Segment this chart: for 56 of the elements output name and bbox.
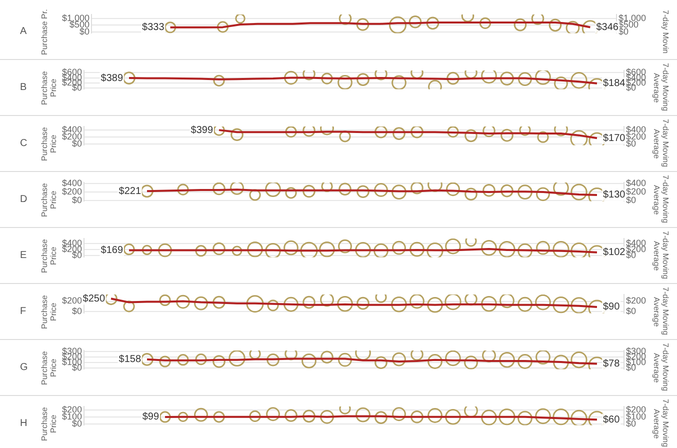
y2-tick-label: $0	[626, 194, 636, 204]
y-axis-title: Purchase Pr.	[40, 8, 50, 56]
y-axis-title: Purchase Price	[40, 350, 59, 386]
y2-tick-label: $1,000	[618, 12, 646, 22]
data-label: $399	[190, 124, 214, 136]
y-tick-label: $200	[62, 404, 82, 414]
data-label: $60	[602, 414, 620, 425]
text: D	[19, 194, 28, 205]
y2-axis-title: 7-day Moving Average	[651, 230, 670, 282]
y-tick-label: $0	[72, 306, 82, 316]
y-axis-title: Purchase Price	[40, 406, 59, 442]
y2-axis-title: 7-day Moving Average	[651, 118, 670, 170]
data-label: $78	[602, 358, 620, 370]
y2-axis-title: 7-day Moving Average	[651, 342, 670, 394]
data-label: $389	[100, 72, 124, 84]
data-label: $170	[602, 132, 626, 144]
text: E	[19, 250, 28, 261]
y-axis-title: Purchase Price	[40, 182, 59, 218]
data-label: $102	[602, 246, 626, 258]
y2-tick-label: $200	[626, 186, 646, 196]
data-label: $346	[596, 21, 619, 32]
y2-tick-label: $0	[626, 306, 636, 316]
text: C	[19, 138, 28, 149]
text: F	[19, 306, 28, 317]
y-axis-title: Purchase Price	[40, 70, 59, 106]
data-label: $169	[100, 244, 124, 256]
y-tick-label: $400	[62, 178, 82, 188]
y2-tick-label: $400	[626, 178, 646, 188]
data-label: $250	[82, 292, 106, 304]
y-tick-label: $200	[62, 295, 82, 306]
text: B	[19, 82, 28, 93]
text: G	[19, 362, 29, 373]
data-label: $158	[118, 354, 142, 365]
y-tick-label: $400	[62, 237, 82, 248]
data-label: $333	[142, 22, 165, 33]
data-label: $184	[602, 78, 626, 89]
data-label: $99	[142, 411, 160, 422]
y2-axis-title: 7-day Moving Average	[651, 286, 670, 338]
y-tick-label: $200	[62, 186, 82, 196]
data-label: $90	[602, 301, 620, 312]
y-axis-title: Purchase Price	[40, 126, 59, 162]
text: H	[19, 418, 28, 429]
y2-tick-label: $200	[626, 295, 646, 306]
y2-axis-title: 7-day Moving Average	[651, 62, 670, 114]
y-axis-title: Purchase Price	[40, 294, 59, 330]
y2-axis-title: 7-day Moving Average	[651, 398, 670, 448]
y-tick-label: $0	[72, 194, 82, 204]
y-axis-title: Purchase Price	[40, 238, 59, 274]
y2-axis-title: 7-day Movin	[660, 8, 670, 56]
data-label: $130	[602, 189, 626, 200]
y2-tick-label: $400	[626, 237, 646, 248]
y2-tick-label: $200	[626, 404, 646, 414]
y-tick-label: $1,000	[62, 12, 90, 22]
data-label: $221	[118, 185, 142, 196]
y2-axis-title: 7-day Moving Average	[651, 174, 670, 226]
text: A	[19, 26, 28, 37]
